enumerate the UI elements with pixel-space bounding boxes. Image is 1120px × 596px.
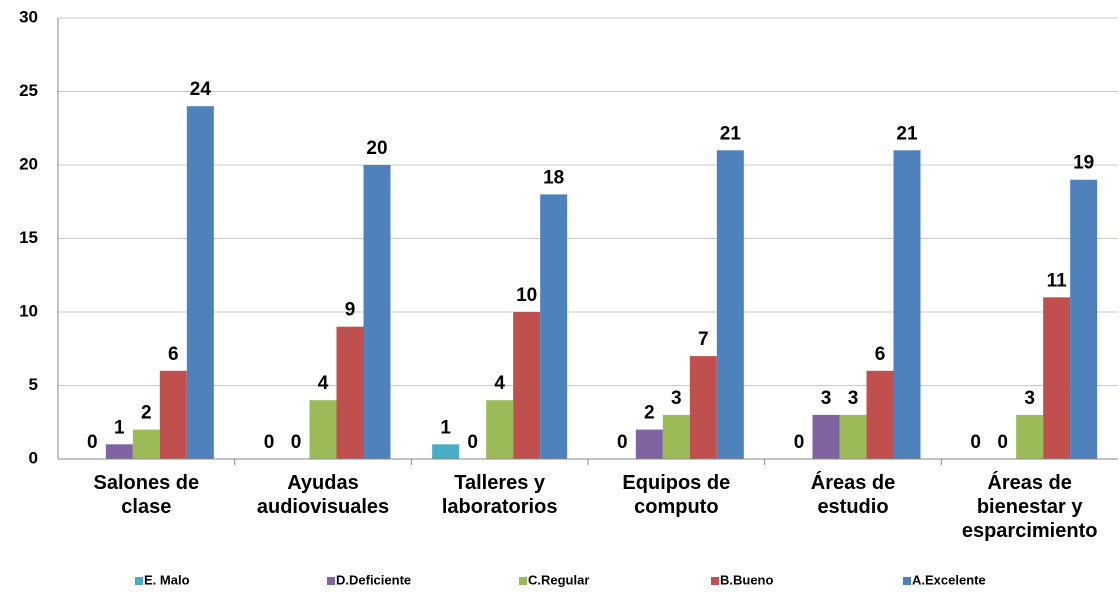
data-label: 7 [698, 329, 709, 350]
data-label: 20 [366, 138, 387, 159]
y-tick-label: 5 [29, 375, 38, 394]
bar [1070, 179, 1098, 459]
data-label: 4 [318, 373, 329, 394]
bar [635, 429, 663, 459]
bar [132, 429, 160, 459]
bar [432, 444, 460, 459]
legend-label: D.Deficiente [336, 572, 411, 587]
data-label: 21 [896, 123, 918, 144]
bar [336, 326, 364, 459]
data-label: 0 [291, 432, 302, 453]
bar [662, 414, 690, 459]
data-label: 4 [494, 373, 505, 394]
bar [540, 194, 568, 459]
x-tick-label: Áreas de estudio [810, 472, 896, 518]
data-label: 3 [848, 388, 859, 409]
data-label: 0 [997, 432, 1008, 453]
legend-label: C.Regular [528, 572, 589, 587]
data-label: 6 [875, 344, 886, 365]
data-label: 18 [543, 167, 564, 188]
data-label: 24 [190, 79, 212, 100]
data-label: 0 [970, 432, 981, 453]
x-tick-label: Talleres y laboratorios [441, 472, 558, 518]
data-label: 6 [168, 344, 179, 365]
data-label: 2 [141, 403, 152, 424]
data-label: 3 [1024, 388, 1035, 409]
legend-swatch [711, 577, 719, 585]
data-label: 0 [87, 432, 98, 453]
legend-swatch [135, 577, 143, 585]
data-label: 1 [114, 417, 125, 438]
y-tick-label: 10 [19, 301, 38, 320]
data-label: 0 [617, 432, 628, 453]
bar [363, 165, 391, 459]
x-tick-label: Salones de clase [93, 472, 200, 518]
data-label: 3 [671, 388, 682, 409]
y-tick-label: 0 [29, 448, 38, 467]
y-tick-label: 20 [19, 154, 38, 173]
legend-label: E. Malo [144, 572, 190, 587]
data-label: 0 [264, 432, 275, 453]
data-label: 3 [821, 388, 832, 409]
bar [812, 414, 840, 459]
data-label: 11 [1047, 270, 1068, 291]
data-label: 19 [1073, 153, 1094, 174]
y-tick-label: 25 [19, 81, 38, 100]
bar [309, 400, 337, 459]
data-label: 1 [440, 417, 451, 438]
x-tick-label: Equipos de computo [622, 472, 731, 518]
data-label: 10 [516, 285, 537, 306]
y-tick-label: 15 [19, 228, 38, 247]
legend-label: A.Excelente [912, 572, 986, 587]
data-label: 0 [467, 432, 478, 453]
data-label: 0 [794, 432, 805, 453]
bar [716, 150, 744, 460]
bar [513, 312, 541, 459]
bar [486, 400, 514, 459]
bar [866, 370, 894, 459]
bar [105, 444, 133, 459]
bar [186, 106, 214, 459]
data-label: 21 [720, 123, 742, 144]
legend-swatch [519, 577, 527, 585]
bar [839, 414, 867, 459]
bar [689, 356, 717, 459]
x-tick-label: Áreas de bienestar y esparcimiento [961, 472, 1098, 542]
bar [1043, 297, 1071, 459]
legend-swatch [903, 577, 911, 585]
data-label: 9 [345, 300, 356, 321]
legend-swatch [327, 577, 335, 585]
bar [893, 150, 921, 460]
bar [1016, 414, 1044, 459]
y-tick-label: 30 [19, 7, 38, 26]
x-tick-label: Ayudas audiovisuales [256, 472, 390, 518]
legend-label: B.Bueno [720, 572, 774, 587]
bar [159, 370, 187, 459]
data-label: 2 [644, 403, 655, 424]
